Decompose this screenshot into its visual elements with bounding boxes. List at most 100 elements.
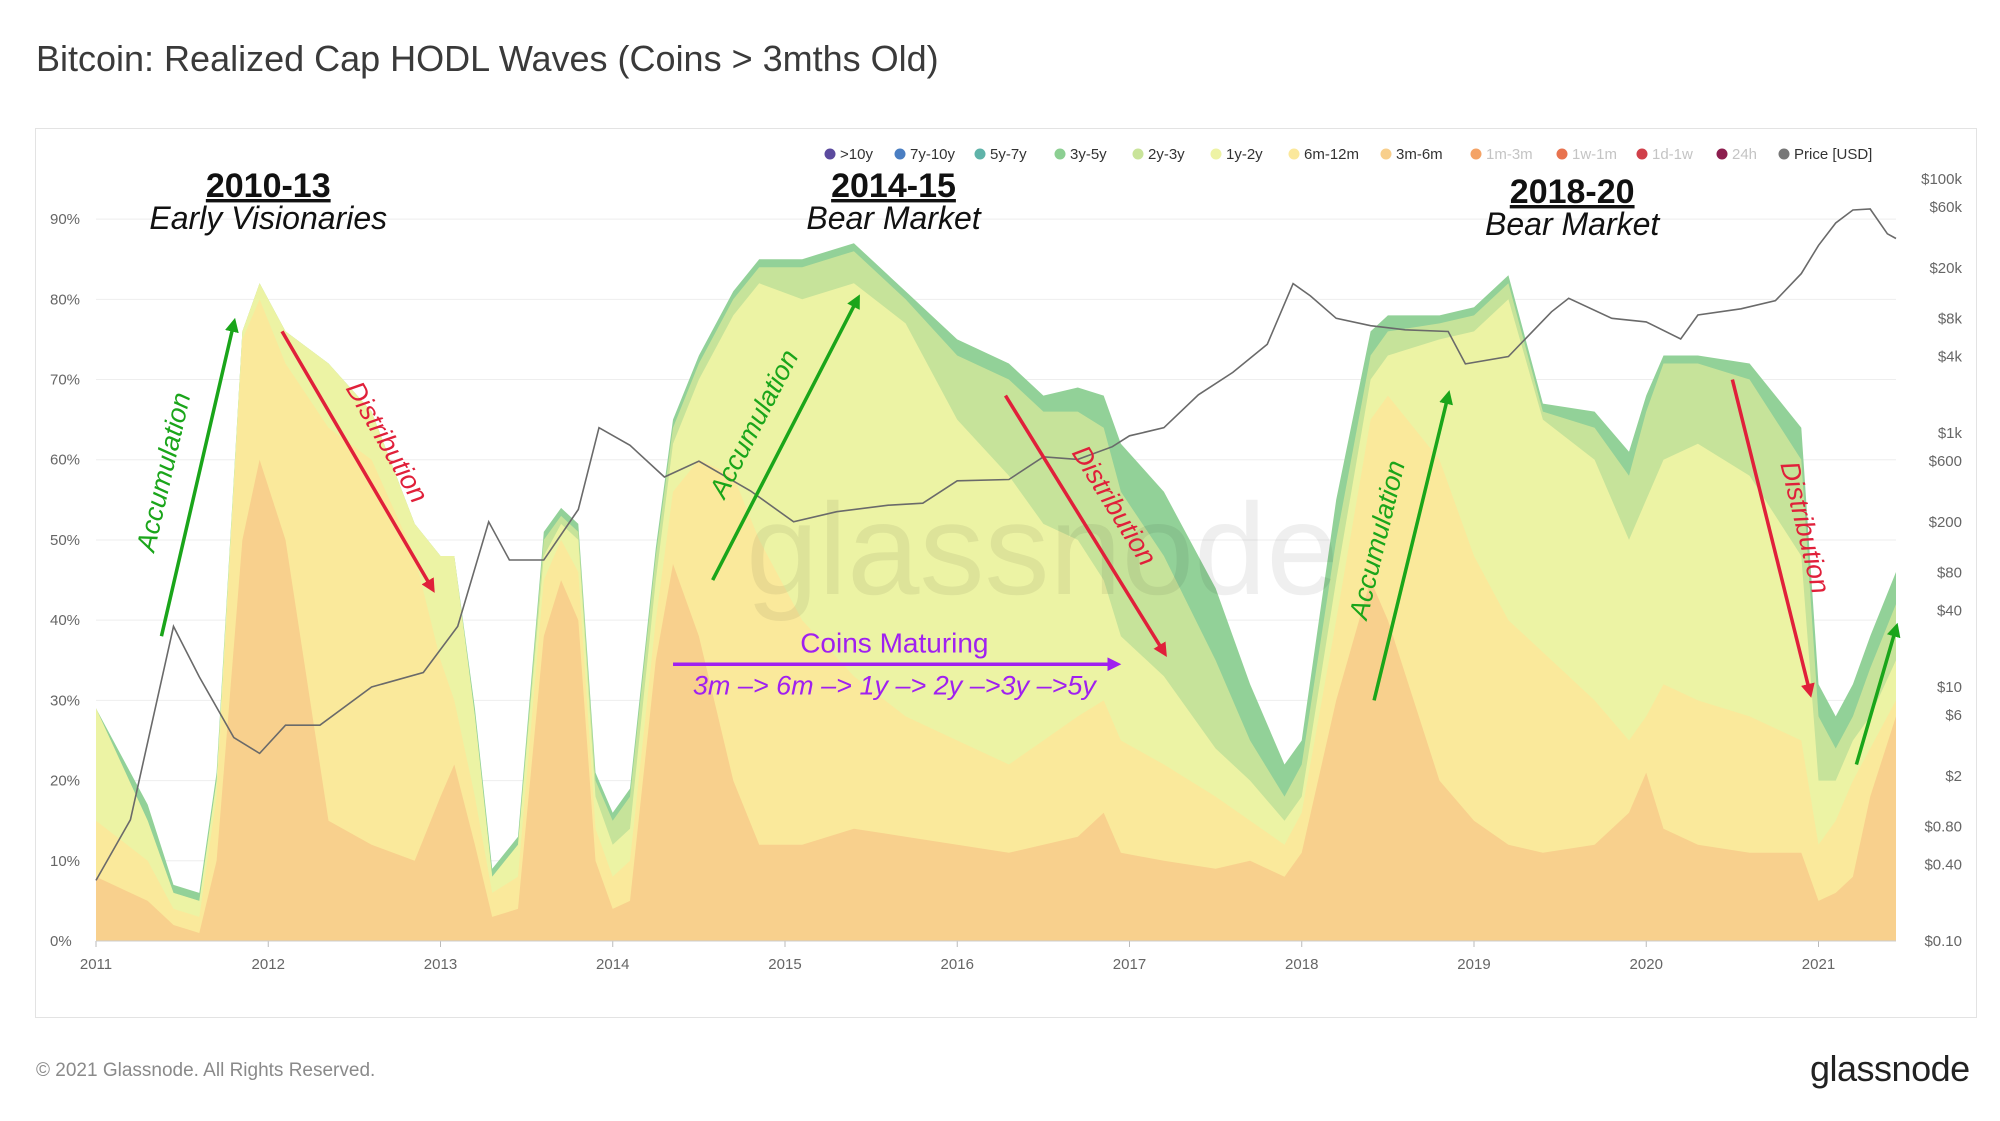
legend-swatch (1716, 148, 1728, 160)
legend-swatch (1470, 148, 1482, 160)
annotation-arrow (711, 294, 860, 581)
y-tick-label: 40% (50, 612, 80, 629)
legend-swatch (974, 148, 986, 160)
legend-swatch (1132, 148, 1144, 160)
legend-swatch (824, 148, 836, 160)
legend-item[interactable]: 2y-3y (1132, 146, 1186, 163)
legend-item[interactable]: 24h (1716, 146, 1758, 163)
y-tick-label: 10% (50, 853, 80, 870)
legend-swatch (1054, 148, 1066, 160)
legend-label: 5y-7y (990, 146, 1027, 163)
x-tick-label: 2017 (1113, 956, 1146, 973)
legend: >10y 7y-10y 5y-7y 3y-5y 2y-3y 1y-2y 6m-12m 3m-6… (824, 146, 1873, 163)
maturing-sublabel: 3m –> 6m –> 1y –> 2y –>3y –>5y (693, 670, 1098, 700)
price-tick-label: $200 (1929, 514, 1962, 531)
price-line (95, 208, 1897, 881)
legend-label: Price [USD] (1794, 146, 1872, 163)
legend-label: 7y-10y (910, 146, 956, 163)
era-subtitle: Bear Market (806, 200, 981, 236)
y-tick-label: 0% (50, 933, 72, 950)
annotation-arrow (1730, 379, 1815, 698)
x-tick-label: 2018 (1285, 956, 1318, 973)
legend-item[interactable]: 3m-6m (1380, 146, 1443, 163)
legend-swatch (1210, 148, 1222, 160)
chart-title: Bitcoin: Realized Cap HODL Waves (Coins … (36, 38, 939, 79)
legend-label: 3y-5y (1070, 146, 1107, 163)
era-subtitle: Early Visionaries (149, 200, 387, 236)
legend-label: 1w-1m (1572, 146, 1617, 163)
x-tick-label: 2015 (768, 956, 801, 973)
annotation-arrow (1003, 394, 1167, 658)
annotation-arrow (280, 330, 435, 593)
x-tick-label: 2021 (1802, 956, 1835, 973)
legend-label: >10y (840, 146, 873, 163)
x-tick-label: 2011 (80, 956, 112, 973)
legend-item[interactable]: 1m-3m (1470, 146, 1533, 163)
x-tick-label: 2019 (1457, 956, 1490, 973)
y-tick-label: 90% (50, 211, 80, 228)
legend-item[interactable]: 7y-10y (894, 146, 956, 163)
legend-item[interactable]: 5y-7y (974, 146, 1028, 163)
era-title: 2018-20 (1510, 173, 1635, 211)
legend-label: 2y-3y (1148, 146, 1185, 163)
era-title: 2014-15 (831, 167, 956, 205)
legend-item[interactable]: >10y (824, 146, 874, 163)
legend-swatch (1556, 148, 1568, 160)
x-tick-label: 2016 (941, 956, 974, 973)
y-tick-label: 60% (50, 452, 80, 469)
maturing-label: Coins Maturing (800, 627, 988, 658)
price-tick-label: $40 (1937, 603, 1962, 620)
annotation-arrow (1372, 390, 1453, 701)
price-tick-label: $0.40 (1924, 857, 1962, 874)
price-tick-label: $4k (1938, 349, 1963, 366)
y-tick-label: 80% (50, 291, 80, 308)
annotation-arrow (159, 317, 239, 637)
y-tick-label: 20% (50, 773, 80, 790)
copyright-footer: © 2021 Glassnode. All Rights Reserved. (36, 1060, 376, 1081)
era-subtitle: Bear Market (1485, 206, 1660, 242)
legend-swatch (1778, 148, 1790, 160)
bands (96, 243, 1896, 941)
price-tick-label: $10 (1937, 679, 1962, 696)
legend-item[interactable]: 3y-5y (1054, 146, 1108, 163)
price-line-group (95, 208, 1897, 881)
price-tick-label: $0.10 (1924, 933, 1962, 950)
legend-item[interactable]: 1y-2y (1210, 146, 1264, 163)
legend-label: 1m-3m (1486, 146, 1533, 163)
price-tick-label: $80 (1937, 564, 1962, 581)
legend-item[interactable]: 6m-12m (1288, 146, 1360, 163)
legend-label: 1d-1w (1652, 146, 1693, 163)
legend-label: 3m-6m (1396, 146, 1443, 163)
x-tick-label: 2020 (1630, 956, 1663, 973)
price-tick-label: $8k (1938, 310, 1963, 327)
band-3m6m (96, 459, 1896, 941)
legend-item[interactable]: Price [USD] (1778, 146, 1873, 163)
era-title: 2010-13 (206, 167, 331, 205)
price-tick-label: $2 (1945, 768, 1962, 785)
axes: 0% 10% 20% 30% 40% 50% 60% 70% 80% 90% 2011 2012 201… (50, 171, 1962, 973)
hodl-waves-chart: glassnode 0% 10% 20% 30% 40% 50% 60% 70% 80% 90% 2… (50, 146, 1962, 973)
price-tick-label: $60k (1929, 199, 1962, 216)
legend-label: 1y-2y (1226, 146, 1263, 163)
annotation-arrow (1854, 622, 1901, 766)
legend-item[interactable]: 1w-1m (1556, 146, 1618, 163)
price-tick-label: $100k (1921, 171, 1962, 188)
price-tick-label: $0.80 (1924, 818, 1962, 835)
x-tick-label: 2013 (424, 956, 457, 973)
watermark: glassnode (746, 476, 1339, 622)
legend-swatch (1380, 148, 1392, 160)
x-tick-label: 2014 (596, 956, 629, 973)
y-tick-label: 70% (50, 372, 80, 389)
price-tick-label: $1k (1938, 425, 1963, 442)
legend-item[interactable]: 1d-1w (1636, 146, 1694, 163)
chart-panel: glassnode 0% 10% 20% 30% 40% 50% 60% 70% 80% 90% 2… (35, 128, 1977, 1018)
legend-label: 6m-12m (1304, 146, 1359, 163)
price-tick-label: $20k (1929, 260, 1962, 277)
price-tick-label: $6 (1945, 707, 1962, 724)
legend-swatch (894, 148, 906, 160)
glassnode-logo: glassnode (1810, 1048, 1970, 1089)
y-tick-label: 50% (50, 532, 80, 549)
legend-swatch (1636, 148, 1648, 160)
legend-label: 24h (1732, 146, 1757, 163)
price-tick-label: $600 (1929, 453, 1962, 470)
